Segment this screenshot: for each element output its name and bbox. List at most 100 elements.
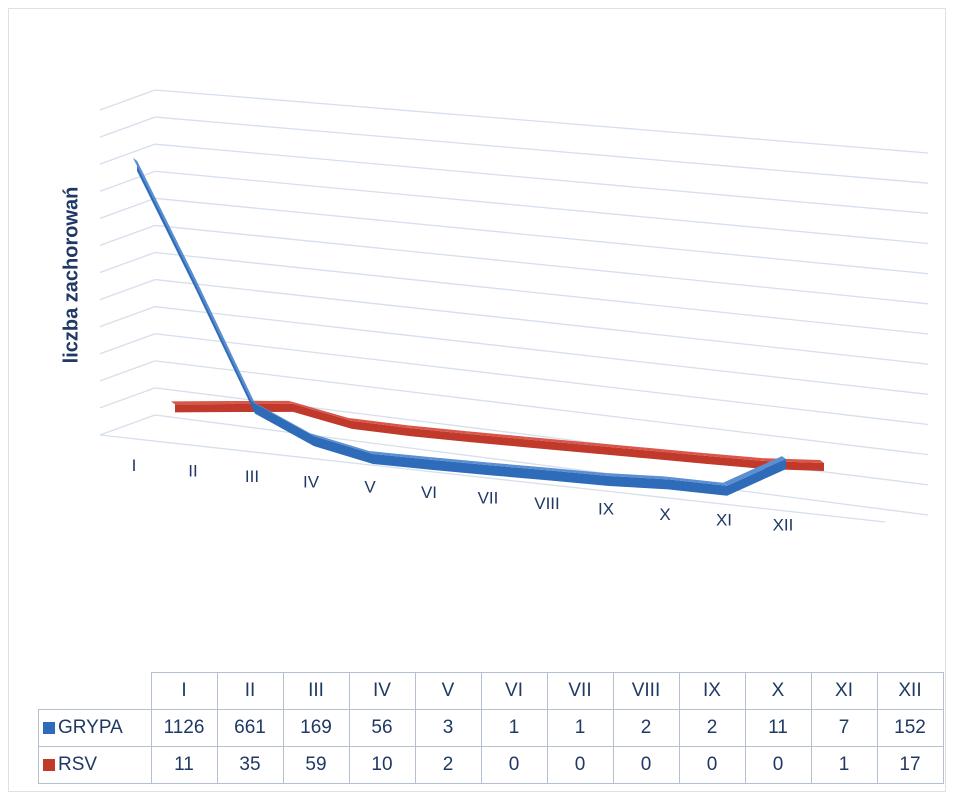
table-header-cell: IX <box>678 672 746 710</box>
ribbon-segment-rsv <box>352 420 411 437</box>
legend-label: RSV <box>58 754 98 775</box>
gridline <box>154 116 929 184</box>
gridline-depth <box>99 224 156 247</box>
x-tick-label: XII <box>773 516 794 535</box>
table-header-cell: VI <box>480 672 548 710</box>
gridline-depth <box>99 387 156 409</box>
ribbon-segment-rsv <box>588 444 647 459</box>
ribbon-top-grypa <box>605 472 668 480</box>
table-header-cell: VIII <box>612 672 680 710</box>
ribbon-top-grypa <box>192 276 255 404</box>
series-layer <box>133 157 825 496</box>
ribbon-top-grypa <box>487 462 550 471</box>
y-axis-label: liczba zachorowań <box>60 186 83 364</box>
table-cell: 0 <box>480 746 548 784</box>
table-cell: 11 <box>150 746 218 784</box>
x-tick-label: VIII <box>534 494 560 513</box>
table-header-cell: XI <box>810 672 878 710</box>
table-cell: 2 <box>678 709 746 747</box>
ribbon-top-rsv <box>407 425 470 435</box>
table-cell: 661 <box>216 709 284 747</box>
ribbon-top-rsv <box>289 400 352 421</box>
x-tick-label: X <box>659 505 670 524</box>
table-row-rsv: RSV 11 35 59 10 2 0 0 0 0 0 1 17 <box>38 746 944 784</box>
data-table: I II III IV V VI VII VIII IX X XI XII GRYPA 1126 661 1… <box>38 672 944 784</box>
ribbon-top-rsv <box>348 417 411 429</box>
table-cell: 10 <box>348 746 416 784</box>
table-header-cell: IV <box>348 672 416 710</box>
ribbon-segment-grypa <box>255 403 314 447</box>
x-tick-label: V <box>364 478 376 497</box>
gridline <box>154 251 929 335</box>
table-cell: 11 <box>744 709 812 747</box>
ribbon-segment-rsv <box>411 428 470 443</box>
table-header-cell: V <box>414 672 482 710</box>
x-tick-label: IV <box>303 472 320 491</box>
gridline-depth <box>99 333 156 355</box>
ribbon-segment-grypa <box>727 459 786 496</box>
ribbon-top-rsv <box>702 452 765 462</box>
ribbon-top-rsv <box>171 401 234 405</box>
table-corner <box>39 673 152 710</box>
table-header-cell: VII <box>546 672 614 710</box>
table-cell: 7 <box>810 709 878 747</box>
ribbon-segment-rsv <box>529 439 588 453</box>
x-tick-label: IX <box>598 499 614 518</box>
gridline <box>154 197 929 275</box>
gridline-depth <box>99 197 156 219</box>
table-row-header: GRYPA <box>38 709 152 747</box>
ribbon-top-grypa <box>369 451 432 460</box>
x-tick-label: VII <box>478 489 499 508</box>
gridline <box>154 224 929 305</box>
table-cell: 59 <box>282 746 350 784</box>
gridline-depth <box>99 251 156 274</box>
gridline <box>154 414 929 516</box>
ribbon-segment-grypa <box>491 465 550 481</box>
ribbon-segment-rsv <box>293 403 352 429</box>
x-tick-label: XI <box>716 510 732 529</box>
x-tick-label: II <box>188 461 197 480</box>
table-cell: 1 <box>546 709 614 747</box>
table-header-cell: III <box>282 672 350 710</box>
ribbon-top-rsv <box>230 400 293 405</box>
ribbon-segment-grypa <box>609 475 668 490</box>
ribbon-top-grypa <box>428 456 491 466</box>
ribbon-top-rsv <box>525 436 588 445</box>
gridline <box>154 360 929 456</box>
table-cell: 1 <box>810 746 878 784</box>
table-cell: 0 <box>678 746 746 784</box>
ribbon-segment-rsv <box>647 450 706 464</box>
table-cell: 35 <box>216 746 284 784</box>
table-header-cell: II <box>216 672 284 710</box>
gridline-depth <box>99 143 156 165</box>
table-cell: 169 <box>282 709 350 747</box>
gridline <box>154 143 929 214</box>
ribbon-top-rsv <box>466 431 529 440</box>
floor-edge <box>99 434 886 523</box>
table-header-cell: I <box>150 672 218 710</box>
table-cell: 17 <box>876 746 944 784</box>
x-tick-label: III <box>245 467 259 486</box>
table-row-header: RSV <box>38 746 152 784</box>
x-tick-label: I <box>132 456 137 475</box>
gridline-depth <box>99 414 156 436</box>
chart-plot-area: I II III IV V VI VII VIII IX X XI XII <box>99 89 929 535</box>
legend-key <box>43 758 55 771</box>
ribbon-top-grypa <box>310 433 373 455</box>
ribbon-segment-grypa <box>314 436 373 465</box>
table-cell: 0 <box>744 746 812 784</box>
ribbon-top-grypa <box>546 467 609 476</box>
gridline <box>154 89 929 154</box>
table-header-cell: XII <box>876 672 944 710</box>
table-cell: 152 <box>876 709 944 747</box>
table-cell: 0 <box>612 746 680 784</box>
gridline <box>154 278 929 365</box>
gridlines <box>99 89 929 523</box>
legend-label: GRYPA <box>58 717 123 738</box>
ribbon-top-grypa <box>133 157 196 280</box>
series-rsv <box>171 400 825 471</box>
ribbon-top-grypa <box>664 476 727 486</box>
table-header-cell: X <box>744 672 812 710</box>
table-cell: 1126 <box>150 709 218 747</box>
series-grypa <box>133 157 787 496</box>
